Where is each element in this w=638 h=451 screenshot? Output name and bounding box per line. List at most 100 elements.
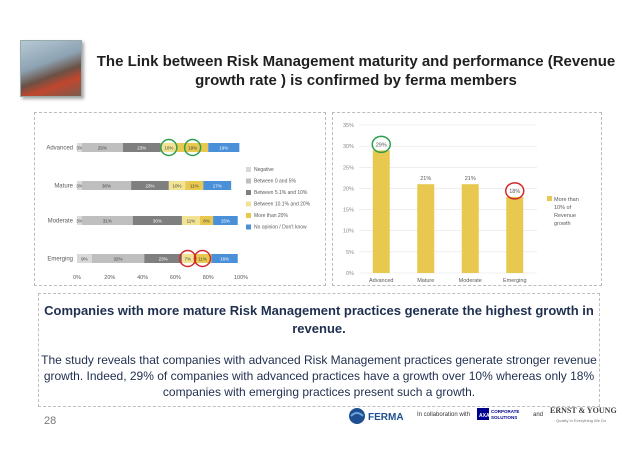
legend-label-line: More than	[554, 197, 579, 203]
x-tick-label: 40%	[137, 275, 148, 281]
x-tick-label: 100%	[234, 275, 248, 281]
y-tick-label: 5%	[346, 250, 354, 256]
bar-segment	[77, 216, 82, 225]
data-label: 8%	[203, 219, 210, 224]
y-tick-label: 20%	[343, 186, 354, 192]
category-label: Advanced	[369, 278, 393, 284]
ferma-wordmark: FERMA	[368, 412, 404, 423]
stacked-bar-chart-panel: 0% 20% 40% 60% 80% 100% Advanced 3% 25% 23% 10% 19%…	[34, 112, 326, 286]
page-number: 28	[44, 415, 57, 427]
bar	[372, 150, 390, 273]
svg-text:AXA: AXA	[479, 413, 490, 419]
ship-photo-logo	[20, 40, 82, 97]
legend-label: Between 0 and 5%	[254, 179, 297, 185]
data-label: 10%	[164, 146, 173, 151]
y-tick-label: 25%	[343, 165, 354, 171]
page-title: The Link between Risk Management maturit…	[96, 53, 616, 89]
data-label: 3%	[76, 219, 83, 224]
data-label: 18%	[509, 189, 520, 195]
category-label: Mature	[54, 184, 73, 190]
bar-segment	[193, 254, 212, 263]
data-label: 16%	[220, 257, 229, 262]
data-label: 25%	[98, 146, 107, 151]
legend-swatch	[246, 190, 251, 195]
highlight-circle	[160, 138, 178, 157]
bar-segment	[181, 254, 194, 263]
bar-segment	[122, 143, 161, 152]
bar-segment	[81, 143, 123, 152]
y-tick-label: 15%	[343, 208, 354, 214]
data-label: 30%	[102, 184, 111, 189]
data-label: 9%	[81, 257, 88, 262]
category-label: Moderate	[459, 278, 482, 284]
bar-segment	[77, 181, 82, 190]
highlight-circle	[505, 182, 525, 200]
axa-line2: SOLUTIONS	[491, 415, 517, 420]
bar	[461, 184, 479, 273]
bar-segment	[81, 216, 133, 225]
data-label: 29%	[376, 142, 387, 148]
bar-segment	[203, 181, 232, 190]
bar-segment	[144, 254, 182, 263]
bar-segment	[181, 216, 200, 225]
data-label: 15%	[221, 219, 230, 224]
category-label: Emerging	[503, 278, 527, 284]
y-tick-label: 30%	[343, 144, 354, 150]
data-label: 30%	[153, 219, 162, 224]
data-label: 3%	[76, 184, 83, 189]
data-label: 3%	[76, 146, 83, 151]
column-chart: 0% 5% 10% 15% 20% 25% 30% 35% 29% Advanced 21% Matu…	[343, 123, 579, 284]
legend-swatch	[246, 201, 251, 207]
legend-swatch	[246, 167, 251, 172]
summary-box: Companies with more mature Risk Manageme…	[38, 293, 600, 407]
legend-swatch	[547, 196, 552, 201]
highlight-circle	[178, 249, 197, 268]
bar-segment	[200, 216, 214, 225]
bar-segment	[91, 254, 145, 263]
bar-segment	[168, 181, 186, 190]
x-tick-label: 80%	[203, 275, 214, 281]
data-label: 32%	[113, 257, 122, 262]
y-tick-label: 35%	[343, 123, 354, 129]
axa-line1: CORPORATE	[491, 409, 519, 414]
legend-label: Between 10.1% and 20%	[254, 202, 311, 208]
bar-segment	[160, 143, 178, 152]
category-label: Mature	[417, 278, 434, 284]
summary-body: The study reveals that companies with ad…	[41, 353, 597, 399]
ferma-logo: FERMA	[348, 407, 414, 430]
legend-swatch	[246, 178, 251, 184]
column-chart-panel: 0% 5% 10% 15% 20% 25% 30% 35% 29% Advanced 21% Matu…	[332, 112, 602, 286]
data-label: 11%	[187, 219, 196, 224]
x-tick-label: 60%	[170, 275, 181, 281]
bar	[506, 196, 524, 273]
bar-segment	[81, 181, 132, 190]
data-label: 7%	[184, 257, 191, 262]
highlight-circle	[183, 138, 202, 157]
bar-segment	[208, 143, 240, 152]
and-text: and	[533, 412, 544, 418]
legend-label: More than 20%	[254, 213, 288, 219]
stacked-bar-chart: 0% 20% 40% 60% 80% 100%Advanced 3% 25% 23% 10% 19%…	[46, 138, 311, 281]
data-label: 11%	[190, 184, 199, 189]
data-label: 23%	[145, 184, 154, 189]
category-label: Advanced	[46, 146, 73, 152]
ferma-globe-icon	[349, 408, 365, 424]
data-label: 21%	[465, 176, 476, 182]
category-label: Emerging	[47, 257, 73, 263]
data-label: 31%	[103, 219, 112, 224]
ernst-young-tagline: Quality In Everything We Do	[556, 418, 607, 423]
legend-label: No opinion / Don't know	[254, 225, 307, 231]
legend-label: Negative	[254, 167, 274, 173]
data-label: 17%	[213, 184, 222, 189]
bar-segment	[131, 181, 169, 190]
legend-swatch	[246, 213, 251, 218]
ernst-young-logo: ERNST & YOUNG	[550, 406, 617, 415]
collaboration-text: In collaboration with	[417, 412, 471, 418]
data-label: 11%	[198, 257, 207, 262]
summary-heading: Companies with more mature Risk Manageme…	[44, 303, 594, 336]
x-tick-label: 0%	[73, 275, 81, 281]
y-tick-label: 10%	[343, 229, 354, 235]
highlight-circle	[193, 249, 212, 268]
category-label: Moderate	[48, 219, 74, 225]
x-tick-label: 20%	[104, 275, 115, 281]
